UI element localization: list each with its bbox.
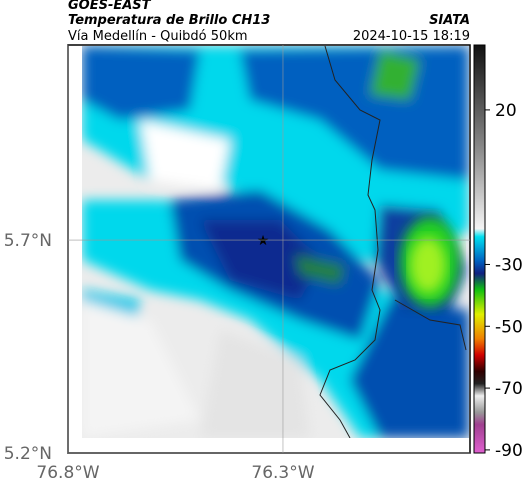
colorbar-label: -90 <box>495 441 523 461</box>
colorbar-label: -50 <box>495 317 523 337</box>
y-tick-label: 5.7°N <box>4 231 52 251</box>
colorbar-label: -70 <box>495 379 523 399</box>
x-tick-label: 76.8°W <box>36 463 99 483</box>
route: Vía Medellín - Quibdó 50km <box>68 29 248 44</box>
y-tick-label: 5.2°N <box>4 444 52 464</box>
source: GOES-EAST <box>68 0 152 13</box>
satellite-image <box>82 46 469 438</box>
colorbar-label: 20 <box>495 101 517 121</box>
timestamp: 2024-10-15 18:19 <box>353 29 470 44</box>
brand: SIATA <box>429 13 470 28</box>
product: Temperatura de Brillo CH13 <box>68 13 270 28</box>
location-marker: ★ <box>257 233 270 249</box>
colorbar <box>473 44 486 454</box>
colorbar-label: -30 <box>495 255 523 275</box>
x-tick-label: 76.3°W <box>251 463 314 483</box>
